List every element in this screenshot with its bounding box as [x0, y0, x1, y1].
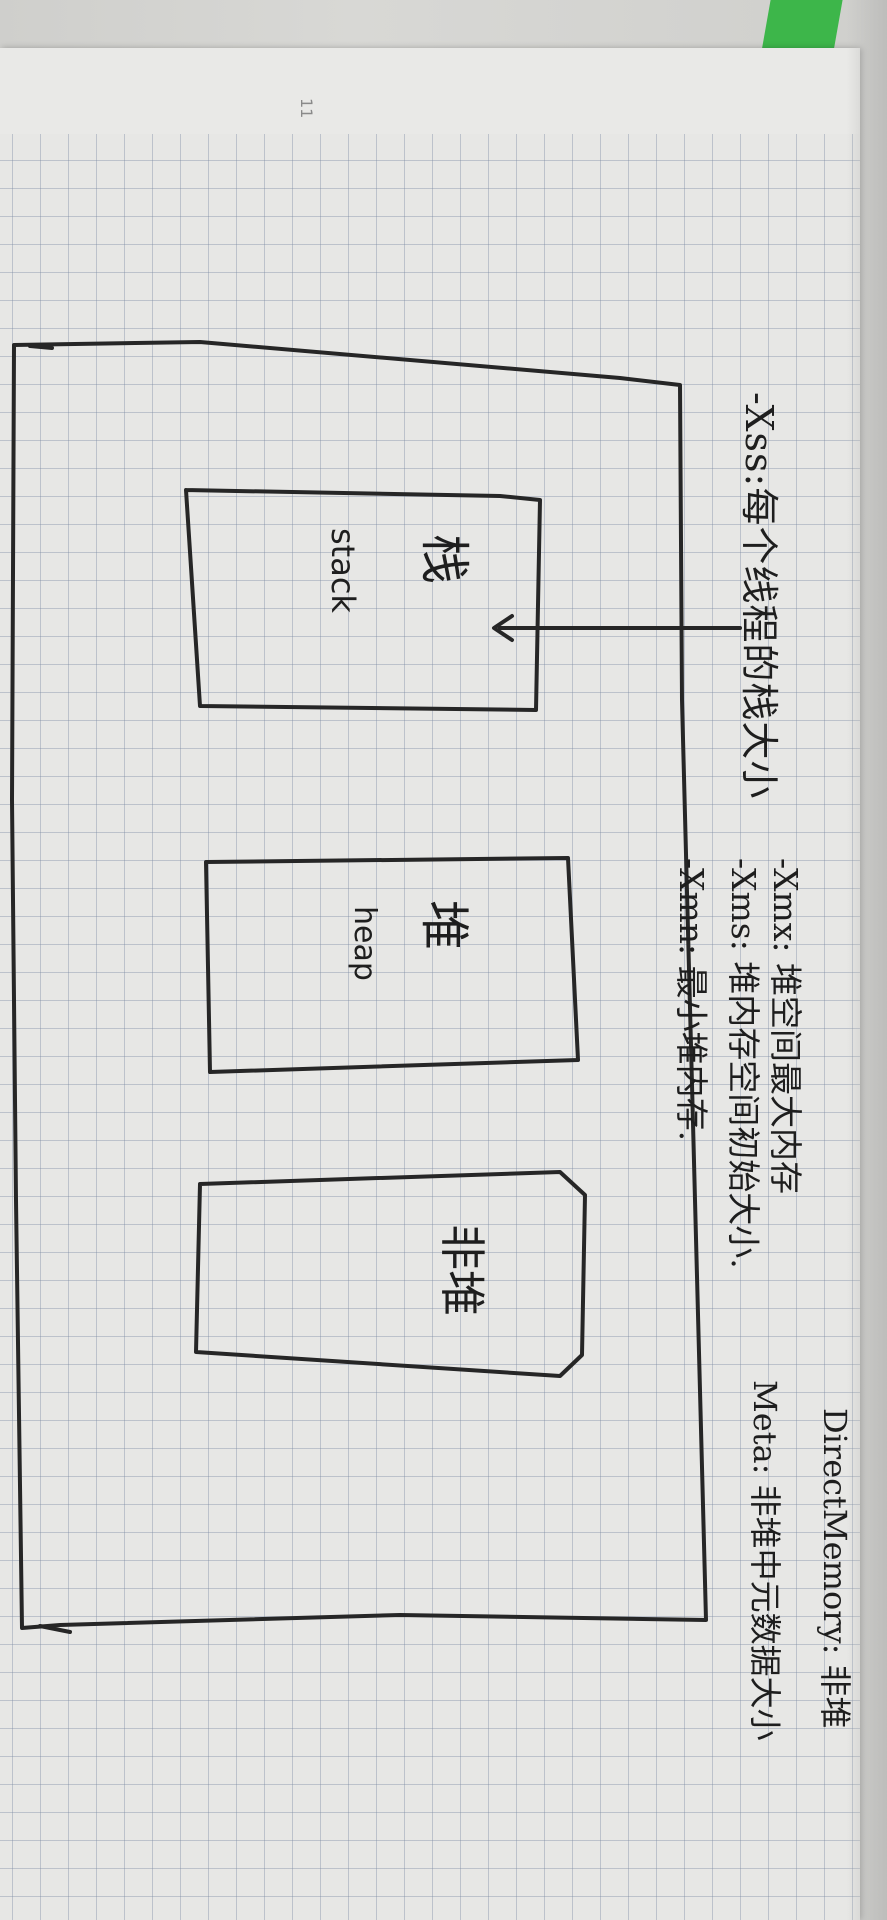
bottom-edge-tick — [38, 1624, 72, 1634]
left-edge-tick — [28, 344, 54, 350]
stack-label-cn: 栈 — [415, 534, 473, 584]
offheap-label: 非堆 — [435, 1224, 489, 1316]
heap-label-cn: 堆 — [415, 900, 473, 950]
heap-box — [204, 856, 580, 1074]
xss-arrow — [492, 614, 742, 642]
page-shadow — [847, 0, 887, 1920]
heap-label-en: heap — [347, 906, 382, 981]
xss-note: -Xss:每个线程的栈大小 — [737, 392, 781, 800]
xms-note: -Xms: 堆内存空间初始大小. — [724, 858, 763, 1269]
direct-memory-note: DirectMemory: 非堆 — [816, 1408, 854, 1729]
meta-note: Meta: 非堆中元数据大小 — [746, 1380, 784, 1741]
stack-box — [184, 488, 542, 712]
xmn-note: -Xmn: 最小堆内存. — [672, 858, 711, 1142]
offheap-box — [194, 1170, 587, 1378]
stack-label-en: stack — [324, 528, 362, 613]
outer-memory-box — [10, 340, 708, 1630]
xmx-note: -Xmx: 堆空间最大内存 — [766, 858, 805, 1194]
